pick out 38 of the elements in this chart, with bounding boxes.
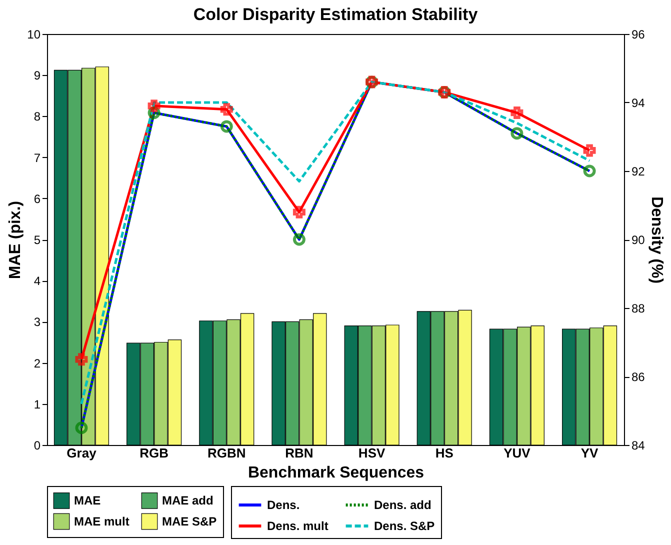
legend-label: Dens. add [374,498,432,512]
x-tick-label: RGB [140,446,168,460]
legend-label: MAE S&P [162,514,217,528]
y2-tick-label: 90 [632,233,646,247]
y2-tick-label: 88 [632,302,646,316]
y-tick-label: 7 [34,150,41,165]
legend-label: Dens. [267,498,300,512]
y-tick-label: 4 [34,274,41,288]
y2-tick-label: 86 [632,370,646,384]
y-tick-label: 9 [34,68,41,83]
x-tick-label: YUV [504,446,531,460]
y-tick-label: 3 [34,315,41,330]
y2-axis-title: Density (%) [648,196,665,284]
legend-label: MAE add [162,494,214,508]
x-tick-label: HS [435,446,454,460]
y2-tick-label: 96 [632,28,646,42]
legend-label: MAE mult [74,514,130,528]
y-tick-label: 0 [34,438,41,452]
y-tick-label: 2 [34,356,41,370]
y2-tick-label: 92 [632,164,646,178]
x-axis-title: Benchmark Sequences [248,464,424,482]
x-tick-label: YV [580,446,599,460]
y-tick-label: 8 [34,110,41,124]
y-tick-label: 1 [34,397,41,412]
x-tick-label: Gray [66,446,98,460]
x-tick-label: RBN [285,446,314,460]
legend-label: MAE [74,494,101,508]
y-tick-label: 5 [34,233,41,247]
x-tick-label: RGBN [207,446,246,460]
chart-title: Color Disparity Estimation Stability [193,5,478,24]
y-axis-title: MAE (pix.) [7,200,24,280]
y2-tick-label: 84 [632,438,646,452]
y-tick-label: 6 [34,192,41,206]
y2-tick-label: 94 [632,96,646,110]
legend-label: Dens. mult [267,519,328,533]
legend-label: Dens. S&P [374,519,435,533]
x-tick-label: HSV [358,446,386,460]
y-tick-label: 10 [27,28,41,42]
